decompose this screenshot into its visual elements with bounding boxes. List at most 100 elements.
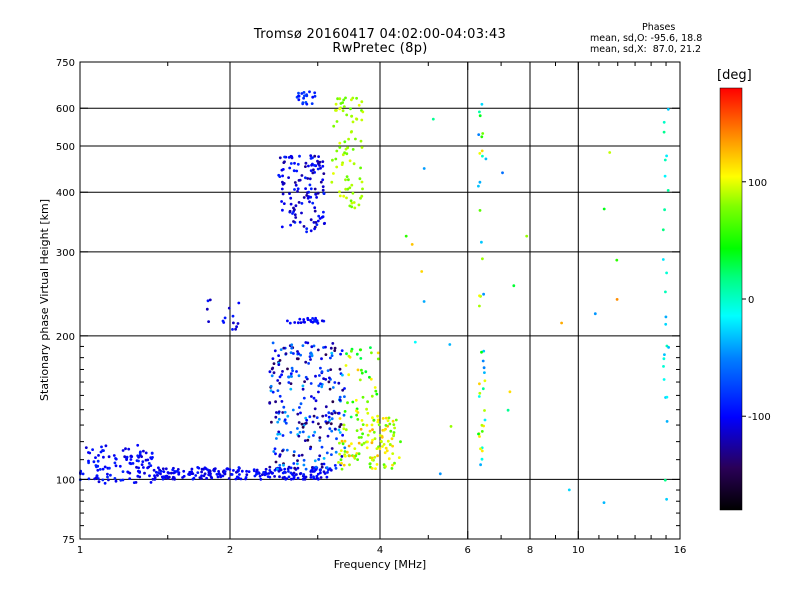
data-point — [356, 368, 360, 372]
data-point — [329, 356, 332, 360]
data-point — [345, 175, 349, 179]
data-point — [278, 432, 282, 436]
data-point — [295, 169, 299, 173]
data-point — [302, 396, 306, 400]
data-point — [369, 346, 372, 349]
data-point — [118, 464, 122, 468]
data-point — [360, 118, 364, 122]
data-point — [304, 360, 308, 364]
phase-stats-x: mean, sd,X: 87.0, 21.2 — [590, 44, 702, 55]
data-point — [478, 294, 481, 298]
data-point — [338, 146, 342, 149]
data-point — [404, 234, 408, 238]
data-point — [343, 140, 347, 144]
data-point — [284, 352, 288, 356]
data-point — [290, 343, 294, 347]
data-point — [316, 348, 320, 352]
data-point — [387, 457, 391, 461]
data-point — [661, 228, 665, 232]
data-point — [235, 470, 238, 474]
data-point — [340, 455, 344, 458]
data-point — [298, 430, 302, 434]
data-point — [157, 471, 160, 474]
data-point — [359, 166, 362, 170]
data-point — [352, 454, 355, 458]
data-point — [281, 471, 285, 475]
data-point — [282, 182, 286, 185]
data-point — [378, 434, 382, 437]
data-point — [321, 160, 325, 164]
data-point — [303, 380, 306, 383]
data-point — [343, 446, 347, 450]
data-point — [306, 318, 310, 321]
data-point — [298, 178, 302, 182]
data-point — [301, 425, 305, 429]
data-point — [384, 416, 388, 420]
data-point — [292, 454, 296, 457]
data-point — [282, 463, 285, 467]
data-point — [478, 209, 482, 212]
data-point — [231, 314, 235, 318]
data-point — [665, 395, 669, 399]
data-point — [390, 437, 394, 441]
data-point — [223, 470, 227, 473]
data-point — [287, 375, 291, 379]
data-point — [340, 467, 344, 471]
data-point — [150, 457, 154, 461]
data-point — [304, 165, 307, 169]
data-point — [278, 359, 282, 362]
data-point — [360, 146, 364, 149]
data-point — [358, 177, 362, 181]
colorbar-tick-label: 100 — [748, 178, 767, 189]
data-point — [311, 420, 315, 424]
data-point — [376, 357, 380, 361]
data-point — [303, 94, 306, 98]
data-point — [144, 451, 148, 455]
data-point — [283, 155, 286, 159]
data-point — [266, 475, 270, 478]
data-point — [311, 470, 315, 473]
data-point — [315, 416, 319, 419]
data-point — [209, 475, 213, 479]
phase-stats: Phases mean, sd,O: -95.6, 18.8 mean, sd,… — [590, 22, 702, 55]
data-point — [96, 459, 100, 463]
data-point — [302, 318, 306, 321]
data-point — [338, 107, 342, 111]
x-tick-label: 6 — [465, 545, 471, 556]
data-point — [271, 366, 275, 370]
data-point — [422, 167, 426, 170]
data-point — [269, 389, 273, 393]
data-point — [298, 317, 302, 321]
data-point — [431, 117, 435, 121]
data-point — [283, 418, 287, 422]
data-point — [347, 444, 351, 448]
data-point — [273, 447, 277, 451]
data-point — [329, 368, 333, 371]
data-point — [209, 472, 212, 476]
data-point — [376, 351, 380, 355]
data-point — [351, 400, 355, 404]
data-point — [320, 445, 324, 449]
data-point — [162, 470, 166, 473]
data-point — [478, 435, 481, 438]
data-point — [286, 367, 289, 371]
data-point — [292, 220, 295, 223]
data-point — [157, 466, 160, 470]
data-point — [324, 405, 328, 409]
data-point — [663, 353, 666, 356]
data-point — [339, 458, 343, 462]
y-tick-label: 750 — [56, 58, 75, 69]
data-point — [391, 452, 395, 455]
data-point — [314, 465, 318, 469]
data-point — [314, 467, 318, 471]
data-point — [391, 444, 394, 448]
data-point — [349, 415, 353, 419]
data-point — [200, 474, 204, 478]
data-point — [666, 107, 670, 111]
data-point — [299, 411, 302, 415]
data-point — [300, 453, 304, 457]
data-point — [368, 375, 371, 379]
data-point — [312, 475, 315, 479]
data-point — [182, 474, 186, 478]
data-point — [216, 475, 220, 479]
